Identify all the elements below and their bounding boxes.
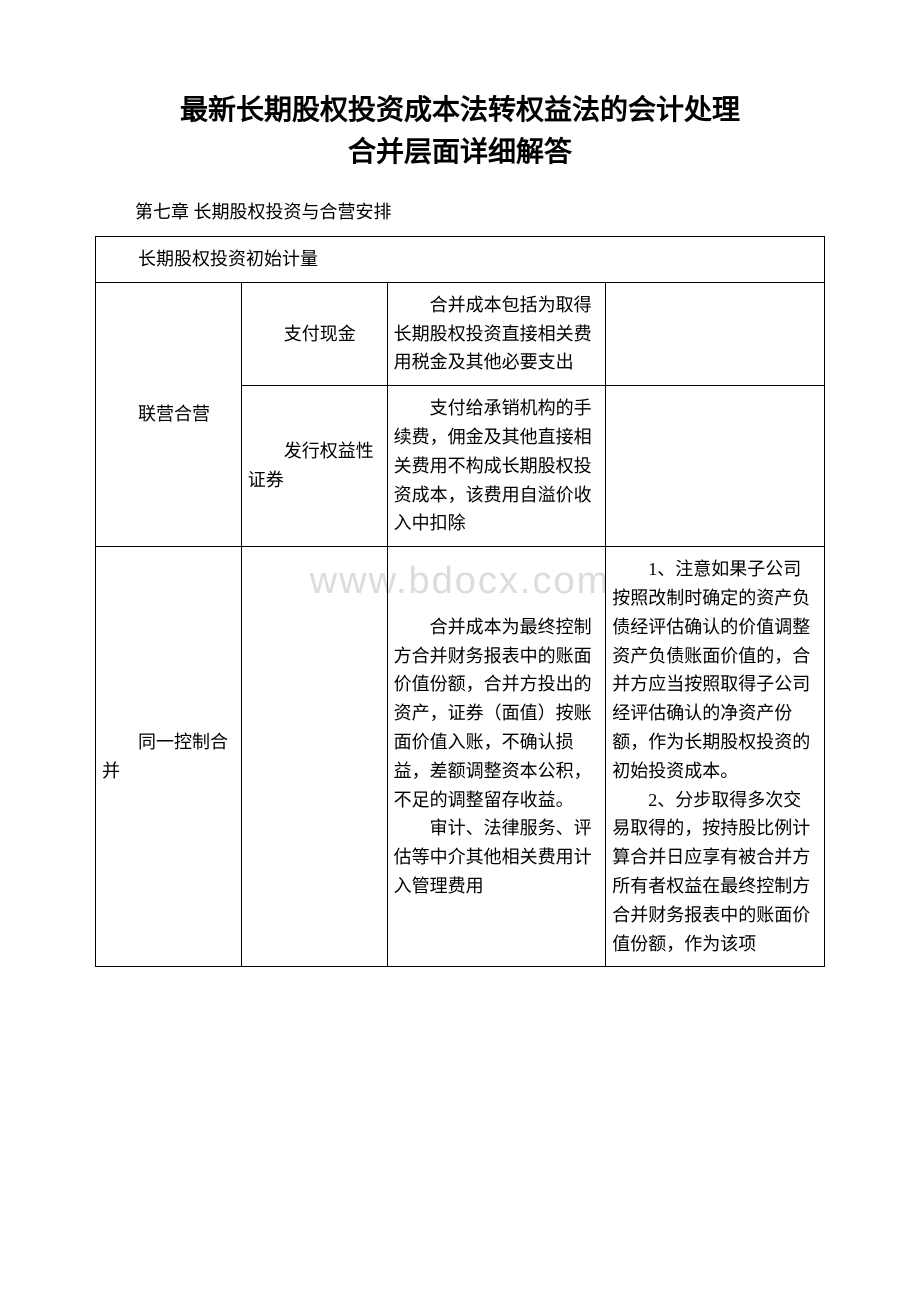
cell-method-2 bbox=[241, 547, 387, 967]
cell-method-1b: 发行权益性证券 bbox=[241, 386, 387, 547]
main-table: 长期股权投资初始计量 联营合营 支付现金 合并成本包括为取得长期股权投资直接相关… bbox=[95, 236, 825, 967]
cell-text-p2: 2、分步取得多次交易取得的，按持股比例计算合并日应享有被合并方所有者权益在最终控… bbox=[612, 786, 818, 959]
cell-text: 同一控制合并 bbox=[102, 728, 235, 786]
table-header-cell: 长期股权投资初始计量 bbox=[96, 237, 825, 283]
cell-text-p2: 审计、法律服务、评估等中介其他相关费用计入管理费用 bbox=[394, 814, 600, 900]
cell-text: 发行权益性证券 bbox=[248, 437, 381, 495]
cell-desc-1a: 合并成本包括为取得长期股权投资直接相关费用税金及其他必要支出 bbox=[387, 282, 606, 385]
cell-text: 支付给承销机构的手续费，佣金及其他直接相关费用不构成长期股权投资成本，该费用自溢… bbox=[394, 394, 600, 538]
cell-desc-2: 合并成本为最终控制方合并财务报表中的账面价值份额，合并方投出的资产，证券（面值）… bbox=[387, 547, 606, 967]
table-header-row: 长期股权投资初始计量 bbox=[96, 237, 825, 283]
table-header-text: 长期股权投资初始计量 bbox=[102, 245, 318, 274]
cell-note-2: 1、注意如果子公司按照改制时确定的资产负债经评估确认的价值调整资产负债账面价值的… bbox=[606, 547, 825, 967]
title-line-2: 合并层面详细解答 bbox=[348, 137, 572, 168]
chapter-heading: 第七章 长期股权投资与合营安排 bbox=[135, 198, 825, 224]
cell-text: 联营合营 bbox=[102, 400, 210, 429]
cell-desc-1b: 支付给承销机构的手续费，佣金及其他直接相关费用不构成长期股权投资成本，该费用自溢… bbox=[387, 386, 606, 547]
cell-text: 合并成本包括为取得长期股权投资直接相关费用税金及其他必要支出 bbox=[394, 291, 600, 377]
table-row: 同一控制合并 合并成本为最终控制方合并财务报表中的账面价值份额，合并方投出的资产… bbox=[96, 547, 825, 967]
document-title: 最新长期股权投资成本法转权益法的会计处理 合并层面详细解答 bbox=[95, 90, 825, 174]
cell-text-p1: 1、注意如果子公司按照改制时确定的资产负债经评估确认的价值调整资产负债账面价值的… bbox=[612, 555, 818, 785]
cell-category-1: 联营合营 bbox=[96, 282, 242, 546]
cell-note-1b bbox=[606, 386, 825, 547]
cell-category-2: 同一控制合并 bbox=[96, 547, 242, 967]
cell-text: 支付现金 bbox=[248, 320, 356, 349]
cell-method-1a: 支付现金 bbox=[241, 282, 387, 385]
table-row: 联营合营 支付现金 合并成本包括为取得长期股权投资直接相关费用税金及其他必要支出 bbox=[96, 282, 825, 385]
title-line-1: 最新长期股权投资成本法转权益法的会计处理 bbox=[180, 95, 740, 126]
cell-note-1a bbox=[606, 282, 825, 385]
cell-text-p1: 合并成本为最终控制方合并财务报表中的账面价值份额，合并方投出的资产，证券（面值）… bbox=[394, 613, 600, 815]
